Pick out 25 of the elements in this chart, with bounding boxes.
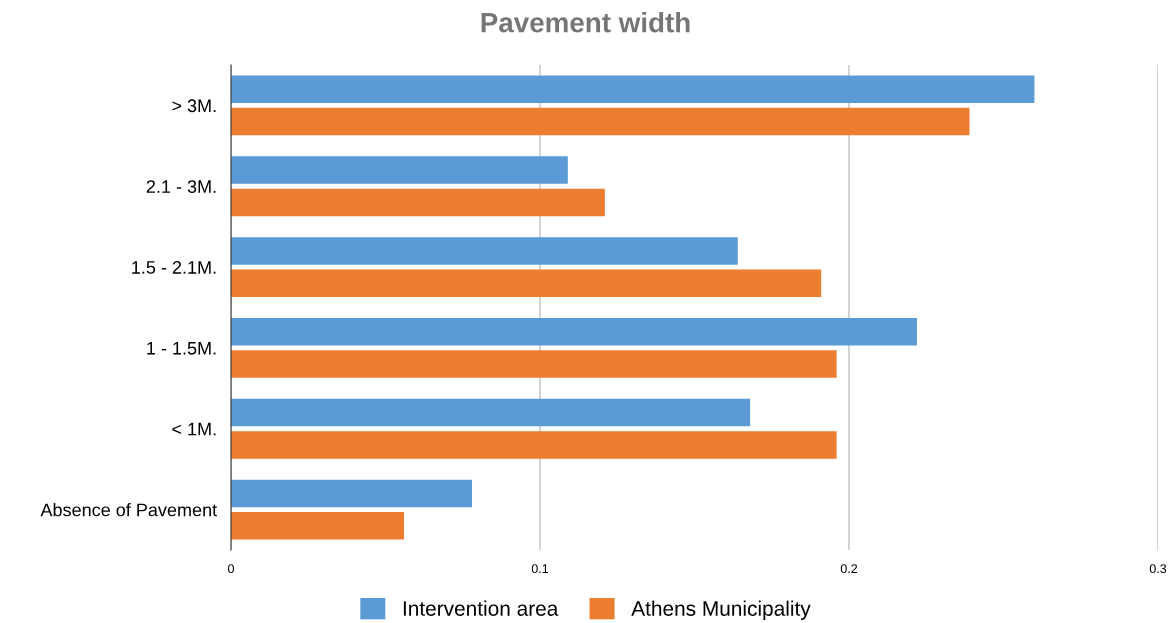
chart-title: Pavement width xyxy=(481,12,690,33)
bar xyxy=(231,318,917,346)
x-tick-label: 0.2 xyxy=(840,564,858,574)
bar xyxy=(231,398,751,427)
x-tick-label: 0.3 xyxy=(1149,564,1167,574)
legend-label: Intervention area xyxy=(403,600,559,616)
x-tick-label: 0 xyxy=(228,564,234,574)
bar xyxy=(231,350,837,378)
y-tick-label: Absence of Pavement xyxy=(40,503,217,517)
y-tick-label: > 3M. xyxy=(172,99,216,113)
y-tick-label: 1 - 1.5M. xyxy=(147,342,216,355)
y-tick-label: < 1M. xyxy=(172,422,216,436)
y-tick-label: 2.1 - 3M. xyxy=(146,180,216,193)
legend-label: Athens Municipality xyxy=(631,600,811,621)
y-tick-label: 1.5 - 2.1M. xyxy=(132,261,216,274)
bar xyxy=(231,75,1035,103)
bar xyxy=(231,431,837,459)
bar xyxy=(231,188,605,217)
bar xyxy=(231,156,568,184)
bar xyxy=(231,107,970,136)
bar xyxy=(231,512,405,540)
bar xyxy=(231,237,738,265)
bar xyxy=(231,479,473,508)
x-tick-label: 0.1 xyxy=(531,564,549,574)
bar xyxy=(231,269,822,297)
